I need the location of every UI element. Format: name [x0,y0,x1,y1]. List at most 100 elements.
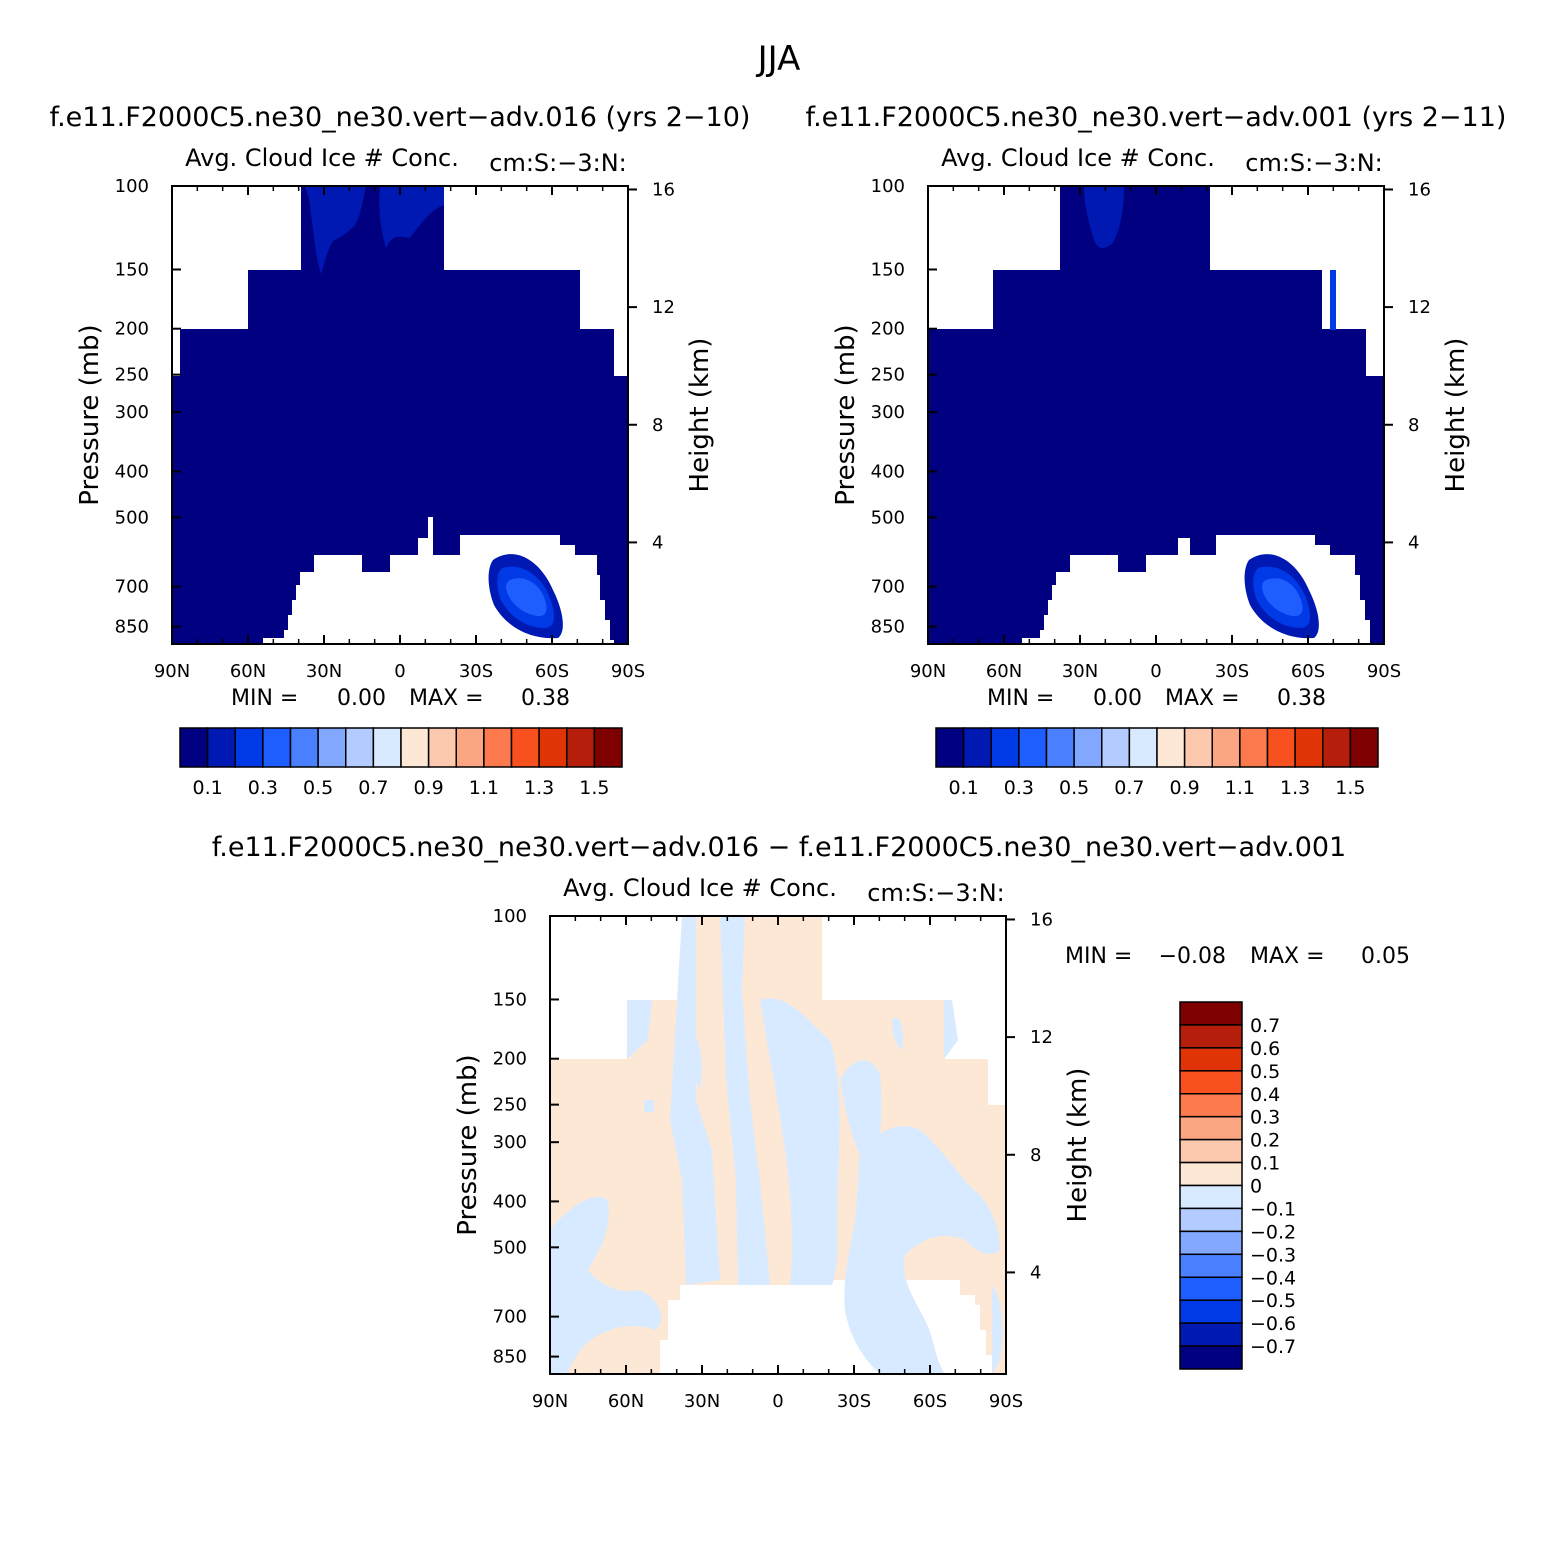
colorbar-label: 1.1 [1225,777,1255,799]
panel-1-min-value: 0.00 [337,686,386,711]
colorbar-swatch [1179,1207,1243,1233]
colorbar-swatch [455,727,485,768]
colorbar-label: 0.1 [1250,1153,1280,1175]
y-right-tick-label: 12 [652,297,675,318]
colorbar-swatch [1349,727,1379,768]
colorbar-swatch [1179,1253,1243,1278]
panel-3-field [550,916,1006,1374]
y-tick-label: 200 [871,319,905,340]
panel-2-field [928,186,1384,644]
colorbar-swatch [1179,1299,1243,1324]
x-tick-label: 90S [1367,661,1401,682]
y-tick-label: 150 [115,259,149,280]
panel-1-max-value: 0.38 [521,686,570,711]
panel-1: 90N 60N 30N 0 30S 60S 90S 100 150 200 250 300 400 500… [75,144,715,799]
colorbar-swatch [1179,1138,1243,1164]
colorbar-label: 0.3 [248,777,278,799]
y-tick-label: 500 [871,507,905,528]
colorbar-label: −0.5 [1250,1290,1296,1312]
colorbar-swatch [593,727,623,768]
y-right-tick-label: 4 [1408,532,1419,553]
colorbar-label: 1.5 [579,777,609,799]
y-tick-label: 400 [115,461,149,482]
colorbar-label: 0.3 [1250,1107,1280,1129]
colorbar-label: −0.2 [1250,1221,1296,1243]
panel-1-colorbar: 0.1 0.3 0.5 0.7 0.9 1.1 1.3 1.5 [179,727,623,799]
panel-2-max-label: MAX = [1165,686,1240,711]
panel-3-ylabel-right: Height (km) [1063,1068,1093,1223]
x-tick-label: 30S [837,1391,871,1412]
colorbar-label: 0.5 [303,777,333,799]
colorbar-label: 1.1 [469,777,499,799]
colorbar-swatch [990,727,1020,768]
colorbar-swatch [566,727,596,768]
colorbar-swatch [400,727,430,768]
colorbar-swatch [1179,1230,1243,1256]
colorbar-swatch [1179,1024,1243,1049]
panel-1-fill-0.4 [506,578,547,617]
panel-1-units: cm:S:−3:N: [489,149,626,177]
colorbar-label: 0.4 [1250,1084,1280,1106]
colorbar-swatch [206,727,236,768]
panel-1-fill-0.1 [172,186,628,644]
colorbar-swatch [1156,727,1186,768]
panel-3-units: cm:S:−3:N: [867,879,1004,907]
colorbar-swatch [1239,727,1269,768]
x-tick-label: 60N [986,661,1022,682]
colorbar-swatch [1183,727,1213,768]
colorbar-swatch [935,727,965,768]
colorbar-swatch [317,727,347,768]
x-tick-label: 30N [306,661,342,682]
colorbar-label: 1.3 [524,777,554,799]
colorbar-label: 0.5 [1250,1061,1280,1083]
colorbar-swatch [1211,727,1241,768]
colorbar-swatch [1179,1001,1243,1026]
x-tick-label: 60N [608,1391,644,1412]
y-right-tick-label: 8 [1408,415,1419,436]
colorbar-swatch [1045,727,1075,768]
colorbar-swatch [345,727,375,768]
y-tick-label: 200 [115,319,149,340]
colorbar-label: 0.7 [1250,1015,1280,1037]
y-tick-label: 850 [871,617,905,638]
panel2-header: f.e11.F2000C5.ne30_ne30.vert−adv.001 (yr… [806,102,1507,133]
colorbar-swatch [1179,1115,1243,1141]
colorbar-label: 0.7 [1114,777,1144,799]
x-tick-label: 90S [989,1391,1023,1412]
y-tick-label: 250 [871,365,905,386]
y-right-tick-label: 12 [1030,1027,1053,1048]
y-tick-label: 100 [493,906,527,927]
panel-3: 90N 60N 30N 0 30S 60S 90S 100 150 200 250 300 400 500… [453,874,1410,1412]
y-tick-label: 300 [871,402,905,423]
y-tick-label: 100 [115,176,149,197]
colorbar-label: 0.3 [1004,777,1034,799]
colorbar-label: −0.3 [1250,1244,1296,1266]
panel-2-variable-title: Avg. Cloud Ice # Conc. [941,144,1215,172]
x-tick-label: 30S [459,661,493,682]
y-tick-label: 150 [493,989,527,1010]
panel-3-fill-neg-0 [550,916,1003,1374]
y-right-tick-label: 16 [1030,909,1053,930]
colorbar-swatch [372,727,402,768]
colorbar-label: 0.9 [1170,777,1200,799]
y-right-tick-label: 8 [1030,1145,1041,1166]
colorbar-label: −0.4 [1250,1267,1296,1289]
x-tick-label: 0 [772,1391,783,1412]
colorbar-swatch [179,727,209,768]
y-tick-label: 700 [871,577,905,598]
colorbar-label: 0.9 [414,777,444,799]
colorbar-swatch [262,727,292,768]
colorbar-swatch [1018,727,1048,768]
colorbar-label: −0.6 [1250,1313,1296,1335]
x-tick-label: 0 [1150,661,1161,682]
panel-3-axes: 90N 60N 30N 0 30S 60S 90S 100 150 200 250 300 400 500… [493,906,1053,1412]
colorbar-swatch [1101,727,1131,768]
y-right-tick-label: 12 [1408,297,1431,318]
panel3-header: f.e11.F2000C5.ne30_ne30.vert−adv.016 − f… [212,832,1347,863]
panel-1-field [172,186,628,644]
colorbar-label: 0 [1250,1176,1262,1198]
y-tick-label: 200 [493,1049,527,1070]
y-tick-label: 500 [493,1237,527,1258]
colorbar-swatch [427,727,457,768]
